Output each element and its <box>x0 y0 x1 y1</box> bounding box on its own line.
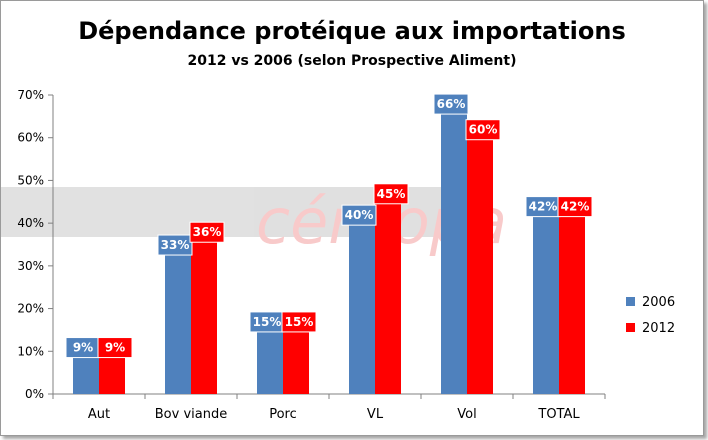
bar-2006 <box>165 253 191 394</box>
legend-swatch-2012 <box>626 323 635 332</box>
legend-label-2006: 2006 <box>642 295 675 310</box>
y-tick-label: 60% <box>17 131 44 145</box>
data-label-2012: 9% <box>105 341 125 355</box>
data-label-2012: 15% <box>285 315 314 329</box>
y-tick-label: 30% <box>17 259 44 273</box>
bar-2012 <box>191 240 217 394</box>
data-label-2006: 9% <box>73 341 93 355</box>
chart-subtitle: 2012 vs 2006 (selon Prospective Aliment) <box>187 53 517 69</box>
data-label-2012: 45% <box>377 187 406 201</box>
data-label-box <box>465 119 501 141</box>
bar-2006 <box>257 329 283 394</box>
bar-2006 <box>441 112 467 394</box>
data-label-box <box>97 337 133 359</box>
data-label-box <box>189 221 225 243</box>
data-label-box <box>341 204 377 226</box>
y-tick-label: 0% <box>25 387 44 401</box>
x-category-label: Vol <box>457 407 476 422</box>
bar-2012 <box>99 355 125 394</box>
x-category-label: Porc <box>269 407 297 422</box>
x-category-label: TOTAL <box>537 407 580 422</box>
data-label-box <box>557 196 593 218</box>
bar-2012 <box>375 201 401 394</box>
data-label-2006: 40% <box>345 208 374 222</box>
data-label-2006: 33% <box>161 238 190 252</box>
bar-2006 <box>533 214 559 394</box>
x-category-label: Bov viande <box>155 407 227 422</box>
watermark-logo: céréopa <box>1 185 507 258</box>
data-label-2006: 66% <box>437 97 466 111</box>
legend-swatch-2006 <box>626 297 635 306</box>
bar-2012 <box>559 214 585 394</box>
data-label-box <box>373 183 409 205</box>
data-label-2006: 15% <box>253 315 282 329</box>
bar-2006 <box>349 223 375 394</box>
data-label-box <box>281 311 317 333</box>
y-tick-label: 10% <box>17 344 44 358</box>
data-label-2012: 60% <box>469 123 498 137</box>
data-label-2006: 42% <box>529 200 558 214</box>
y-tick-label: 40% <box>17 216 44 230</box>
y-tick-label: 70% <box>17 88 44 102</box>
data-label-2012: 36% <box>193 225 222 239</box>
chart-plot: céréopa 0% 10% 20% 30% 40% 50% 60% 70% Aut Bov v… <box>1 88 675 422</box>
y-tick-label: 20% <box>17 302 44 316</box>
bar-2012 <box>467 137 493 394</box>
bar-2012 <box>283 329 309 394</box>
y-tick-label: 50% <box>17 173 44 187</box>
data-label-2012: 42% <box>561 200 590 214</box>
data-label-box <box>433 93 469 115</box>
x-category-label: VL <box>367 407 384 422</box>
legend-label-2012: 2012 <box>642 321 675 336</box>
chart-title: Dépendance protéique aux importations <box>78 17 626 45</box>
data-label-box <box>157 234 193 256</box>
x-category-label: Aut <box>88 407 110 422</box>
bar-2006 <box>73 355 99 394</box>
